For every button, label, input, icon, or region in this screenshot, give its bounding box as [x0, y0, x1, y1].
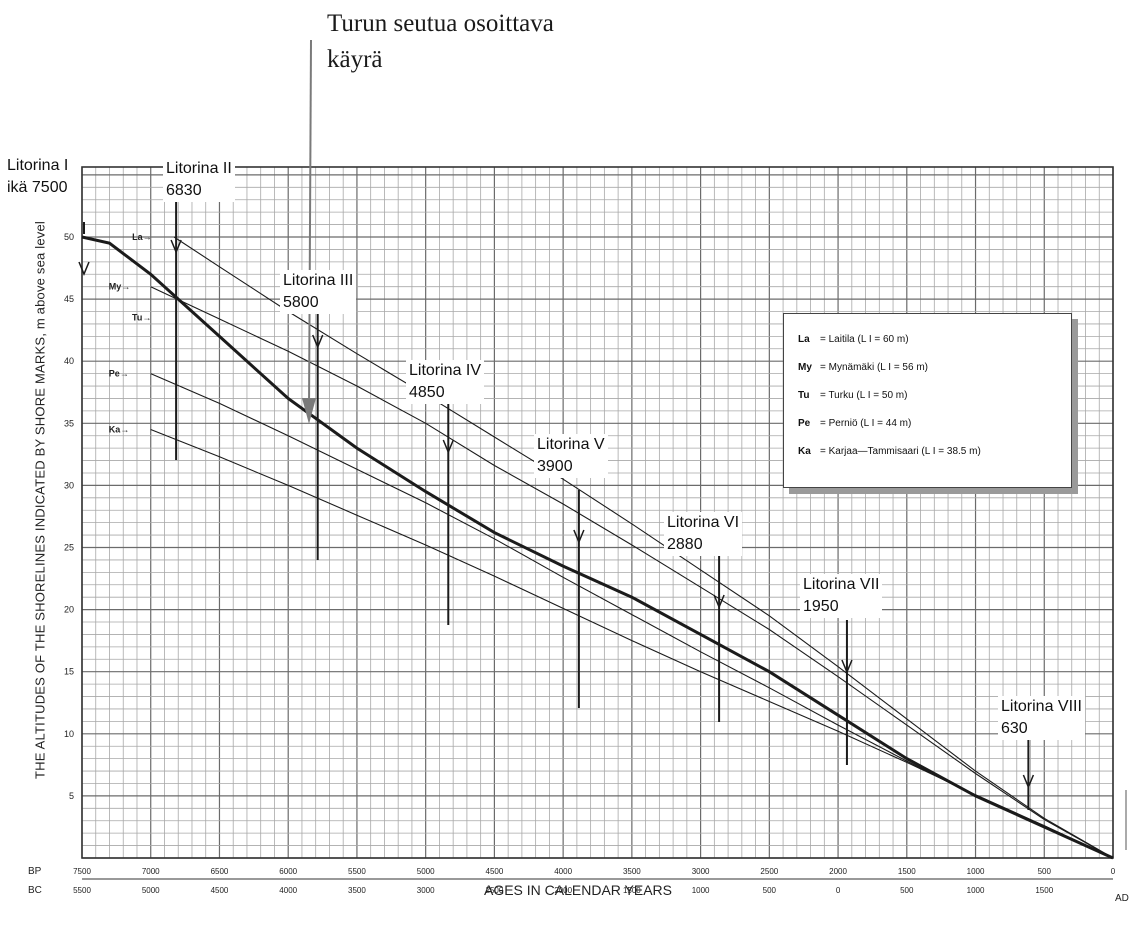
bp-tick-label: 7000 [142, 867, 160, 876]
bp-tick-label: 0 [1111, 867, 1116, 876]
bp-tick-label: 6000 [279, 867, 297, 876]
bc-ad-tick-label: 1500 [623, 886, 641, 895]
litorina-stage-arrow [442, 439, 454, 454]
y-tick-label: 5 [69, 791, 74, 801]
bc-ad-tick-label: 1500 [1035, 886, 1053, 895]
annotation-arrow-head [302, 398, 316, 424]
bc-ad-tick-label: 2000 [554, 886, 572, 895]
bc-ad-tick-label: 2500 [486, 886, 504, 895]
bp-tick-label: 5000 [417, 867, 435, 876]
bc-ad-tick-label: 3000 [417, 886, 435, 895]
annotation-line-2: käyrä [327, 46, 383, 73]
litorina-stage-arrow [78, 261, 90, 276]
annotation-text: Turun seutua osoittava käyrä [327, 6, 657, 78]
legend-entry-ka: Ka = Karjaa—Tammisaari (L I = 38.5 m) [798, 446, 981, 457]
series-line-ka [150, 428, 1114, 859]
litorina-stage-arrow [312, 334, 324, 349]
series-start-label-pe: Pe→ [109, 369, 129, 379]
litorina-stage-arrow [841, 659, 853, 674]
y-tick-label: 30 [64, 480, 74, 490]
bp-tick-label: 4500 [486, 867, 504, 876]
bc-ad-tick-label: 500 [900, 886, 914, 895]
marker-label-litorina-6: Litorina VI 2880 [664, 512, 743, 556]
y-tick-label: 20 [64, 605, 74, 615]
marker-label-litorina-2: Litorina II 6830 [163, 158, 235, 202]
bp-row-label: BP [28, 866, 42, 877]
bp-tick-label: 2000 [829, 867, 847, 876]
legend-entry-la: La = Laitila (L I = 60 m) [798, 334, 909, 345]
litorina-stage-arrow [713, 594, 725, 609]
bp-tick-label: 1500 [898, 867, 916, 876]
y-tick-label: 40 [64, 356, 74, 366]
litorina-stage-arrow [573, 529, 585, 544]
bc-ad-tick-label: 5500 [73, 886, 91, 895]
legend-entry-tu: Tu = Turku (L I = 50 m) [798, 390, 908, 401]
x-axis-label: AGES IN CALENDAR YEARS [0, 882, 1132, 898]
bc-ad-tick-label: 4000 [279, 886, 297, 895]
series-line-la [173, 236, 1114, 859]
legend-entry-pe: Pe = Perniö (L I = 44 m) [798, 418, 912, 429]
bc-ad-tick-label: 3500 [348, 886, 366, 895]
y-tick-label: 15 [64, 667, 74, 677]
bp-tick-label: 3500 [623, 867, 641, 876]
series-start-label-la: La→ [132, 232, 152, 242]
litorina-stage-arrow [1022, 774, 1035, 789]
bp-tick-label: 1000 [967, 867, 985, 876]
legend-entry-my: My = Mynämäki (L I = 56 m) [798, 362, 928, 373]
bc-ad-tick-label: 500 [763, 886, 777, 895]
bp-tick-label: 7500 [73, 867, 91, 876]
series-start-label-tu: Tu→ [132, 313, 151, 323]
annotation-arrow-line [308, 39, 312, 411]
bc-ad-tick-label: 0 [836, 886, 841, 895]
marker-label-litorina-4: Litorina IV 4850 [406, 360, 485, 404]
bp-tick-label: 2500 [760, 867, 778, 876]
bp-tick-label: 5500 [348, 867, 366, 876]
y-tick-label: 10 [64, 729, 74, 739]
series-line-my [150, 286, 1114, 859]
bp-tick-label: 3000 [692, 867, 710, 876]
plot-frame [81, 166, 1114, 859]
y-tick-label: 25 [64, 543, 74, 553]
series-start-label-my: My→ [109, 282, 131, 292]
series-start-label-ka: Ka→ [109, 425, 130, 435]
marker-label-litorina-8: Litorina VIII 630 [998, 696, 1085, 740]
ad-row-label: AD [1115, 893, 1129, 904]
bc-row-label: BC [28, 885, 42, 896]
y-tick-label: 50 [64, 232, 74, 242]
series-line-tu [81, 235, 1114, 860]
bc-ad-tick-label: 5000 [142, 886, 160, 895]
bp-tick-label: 4000 [554, 867, 572, 876]
annotation-line-1: Turun seutua osoittava [327, 10, 554, 37]
y-tick-label: 35 [64, 418, 74, 428]
bc-ad-tick-label: 4500 [211, 886, 229, 895]
marker-label-litorina-7: Litorina VII 1950 [800, 574, 883, 618]
y-axis-label-text: THE ALTITUDES OF THE SHORELINES INDICATE… [32, 220, 48, 780]
marker-label-litorina-5: Litorina V 3900 [534, 434, 608, 478]
marker-label-litorina-3: Litorina III 5800 [280, 270, 357, 314]
bc-ad-tick-label: 1000 [967, 886, 985, 895]
legend-box: La = Laitila (L I = 60 m) My = Mynämäki (L… [783, 313, 1072, 488]
bp-tick-label: 6500 [211, 867, 229, 876]
litorina-stage-arrow [170, 239, 182, 254]
bp-tick-label: 500 [1038, 867, 1052, 876]
x-axis-label-text: AGES IN CALENDAR YEARS [483, 882, 673, 898]
y-tick-label: 45 [64, 294, 74, 304]
bc-ad-tick-label: 1000 [692, 886, 710, 895]
